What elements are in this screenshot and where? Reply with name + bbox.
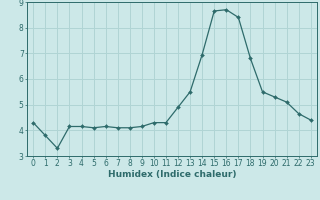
X-axis label: Humidex (Indice chaleur): Humidex (Indice chaleur) [108,170,236,179]
